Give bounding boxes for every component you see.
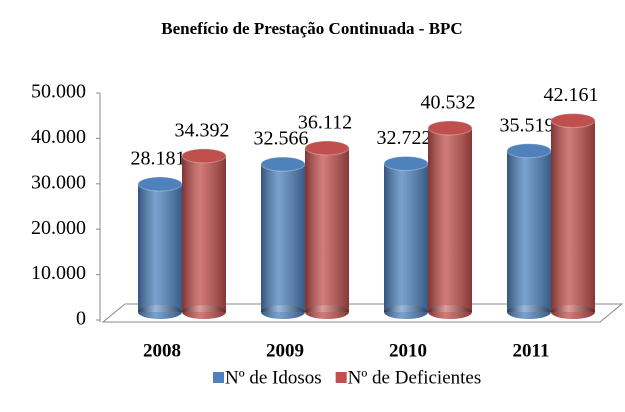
bar-body-shade bbox=[138, 184, 182, 312]
bar bbox=[137, 176, 183, 319]
legend-label: Nº de Deficientes bbox=[348, 367, 482, 388]
bar-body-shade bbox=[261, 164, 305, 312]
x-tick-label: 2011 bbox=[513, 340, 550, 361]
bar-top bbox=[181, 148, 227, 164]
bar bbox=[181, 148, 227, 319]
bar-body-shade bbox=[305, 148, 349, 312]
bar-top bbox=[506, 143, 552, 159]
y-tick-label: 0 bbox=[76, 308, 86, 330]
data-label: 34.392 bbox=[175, 119, 230, 141]
floor bbox=[101, 303, 624, 323]
bar-top bbox=[383, 155, 429, 171]
x-tick-label: 2008 bbox=[143, 340, 181, 361]
data-label: 35.519 bbox=[500, 114, 555, 136]
data-label: 28.181 bbox=[131, 148, 186, 170]
bar bbox=[427, 120, 473, 319]
chart-title: Benefício de Prestação Continuada - BPC bbox=[161, 19, 462, 38]
bar bbox=[550, 113, 596, 319]
bar-body-shade bbox=[428, 127, 472, 313]
bar bbox=[383, 155, 429, 319]
legend-swatch bbox=[335, 372, 347, 383]
x-tick-label: 2009 bbox=[266, 340, 304, 361]
y-tick-label: 20.000 bbox=[31, 217, 86, 239]
bar-body-shade bbox=[507, 150, 551, 312]
y-tick-label: 30.000 bbox=[31, 171, 86, 193]
x-tick-label: 2010 bbox=[389, 340, 427, 361]
bar-body-shade bbox=[182, 155, 226, 312]
data-label: 32.566 bbox=[254, 128, 309, 150]
y-tick-label: 40.000 bbox=[31, 126, 86, 148]
bar bbox=[506, 143, 552, 319]
bar-body-shade bbox=[551, 120, 595, 313]
data-label: 36.112 bbox=[298, 112, 352, 134]
bar-top bbox=[137, 176, 183, 192]
data-label: 32.722 bbox=[377, 127, 432, 149]
bar bbox=[260, 156, 306, 319]
bar bbox=[304, 140, 350, 319]
legend-swatch bbox=[213, 372, 224, 383]
bar-top bbox=[550, 113, 596, 129]
bar-body-shade bbox=[384, 163, 428, 312]
data-label: 40.532 bbox=[421, 92, 476, 114]
data-label: 42.161 bbox=[544, 84, 599, 106]
legend-label: Nº de Idosos bbox=[225, 367, 322, 388]
bar-top bbox=[427, 120, 473, 136]
bar-top bbox=[304, 140, 350, 156]
y-tick-label: 10.000 bbox=[31, 262, 86, 284]
bar-top bbox=[260, 156, 306, 172]
y-tick-label: 50.000 bbox=[31, 81, 86, 103]
